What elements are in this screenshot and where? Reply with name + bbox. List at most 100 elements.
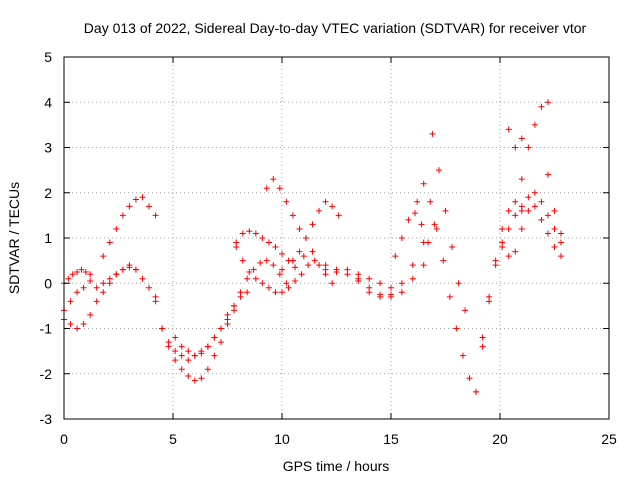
series-arc-q — [429, 130, 469, 314]
data-point — [466, 375, 473, 382]
data-point — [198, 375, 205, 382]
data-point — [87, 311, 94, 318]
data-point — [329, 203, 336, 210]
data-point — [512, 248, 519, 255]
data-point — [551, 207, 558, 214]
data-point — [67, 320, 74, 327]
series-arc-i — [233, 244, 312, 296]
data-point — [418, 221, 425, 228]
series-arc-g — [172, 289, 251, 359]
data-point — [558, 239, 565, 246]
data-point — [178, 366, 185, 373]
data-point — [257, 259, 264, 266]
data-point — [292, 264, 299, 271]
y-tick-label: 4 — [44, 94, 52, 110]
data-point — [544, 171, 551, 178]
data-point — [270, 262, 277, 269]
x-tick-label: 25 — [601, 431, 617, 447]
data-point — [392, 253, 399, 260]
data-point — [296, 225, 303, 232]
data-point — [518, 207, 525, 214]
data-point — [538, 103, 545, 110]
data-point — [113, 271, 120, 278]
data-point — [440, 257, 447, 264]
y-tick-label: 0 — [44, 275, 52, 291]
data-point — [518, 176, 525, 183]
y-tick-label: 5 — [44, 49, 52, 65]
data-point — [283, 198, 290, 205]
series-arc-e — [152, 257, 290, 384]
data-point — [272, 289, 279, 296]
data-point — [100, 289, 107, 296]
series-arc-r — [473, 198, 525, 395]
data-point — [486, 293, 493, 300]
data-point — [551, 225, 558, 232]
data-point — [512, 198, 519, 205]
data-point — [335, 212, 342, 219]
data-point — [309, 248, 316, 255]
data-point — [420, 262, 427, 269]
data-point — [298, 271, 305, 278]
data-point — [499, 225, 506, 232]
data-point — [296, 248, 303, 255]
data-point — [538, 198, 545, 205]
data-point — [217, 339, 224, 346]
data-point — [126, 203, 133, 210]
data-point — [224, 311, 231, 318]
data-point — [322, 198, 329, 205]
y-tick-label: -3 — [40, 411, 53, 427]
data-point — [427, 198, 434, 205]
data-point — [106, 280, 113, 287]
data-point — [93, 298, 100, 305]
data-point — [244, 289, 251, 296]
data-point — [531, 121, 538, 128]
data-point — [211, 334, 218, 341]
data-point — [544, 230, 551, 237]
data-point — [204, 366, 211, 373]
data-point — [505, 253, 512, 260]
data-point — [409, 275, 416, 282]
data-point — [279, 289, 285, 296]
y-axis-label: SDTVAR / TECUs — [6, 182, 22, 294]
x-tick-labels: 0 5 10 15 20 25 — [60, 431, 617, 447]
data-point — [178, 343, 185, 350]
data-point — [398, 280, 405, 287]
data-point — [435, 167, 442, 174]
x-axis-label: GPS time / hours — [283, 458, 390, 474]
data-point — [429, 130, 436, 137]
data-point — [531, 203, 538, 210]
data-point — [505, 126, 512, 133]
data-point — [80, 284, 87, 291]
data-point — [146, 284, 153, 291]
data-point — [74, 268, 81, 275]
data-point — [499, 244, 506, 251]
series-arc-s — [479, 99, 551, 341]
x-tick-label: 5 — [169, 431, 177, 447]
chart-title: Day 013 of 2022, Sidereal Day-to-day VTE… — [84, 20, 587, 36]
data-point — [311, 257, 318, 264]
data-point — [204, 343, 211, 350]
data-point — [398, 235, 405, 241]
data-point — [132, 196, 139, 203]
data-point — [100, 253, 107, 260]
data-point — [479, 343, 486, 350]
data-point — [316, 207, 323, 214]
data-point — [244, 275, 251, 282]
data-point — [252, 275, 259, 282]
data-point — [551, 244, 558, 251]
data-point — [211, 352, 218, 359]
data-point — [425, 239, 432, 246]
data-point — [473, 388, 480, 395]
data-point — [333, 268, 340, 275]
data-point — [93, 284, 100, 291]
data-point — [259, 235, 266, 241]
x-tick-label: 15 — [383, 431, 399, 447]
data-point — [525, 207, 532, 214]
data-point — [446, 293, 453, 300]
data-point — [65, 275, 72, 282]
data-point — [316, 262, 323, 269]
data-point — [172, 348, 179, 355]
data-point — [139, 194, 146, 201]
data-point — [492, 262, 499, 269]
data-point — [525, 144, 532, 151]
